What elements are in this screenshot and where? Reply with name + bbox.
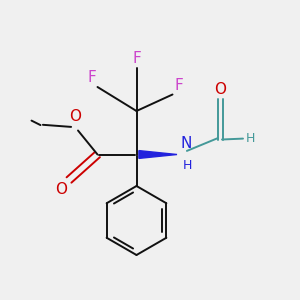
- Text: O: O: [56, 182, 68, 196]
- Text: H: H: [183, 159, 192, 172]
- Text: O: O: [69, 109, 81, 124]
- Text: O: O: [214, 82, 226, 98]
- Text: methyl: methyl: [0, 299, 1, 300]
- Text: F: F: [132, 51, 141, 66]
- Text: N: N: [180, 136, 191, 151]
- Polygon shape: [139, 151, 177, 158]
- Text: H: H: [246, 132, 255, 145]
- Text: F: F: [87, 70, 96, 85]
- Text: F: F: [174, 78, 183, 93]
